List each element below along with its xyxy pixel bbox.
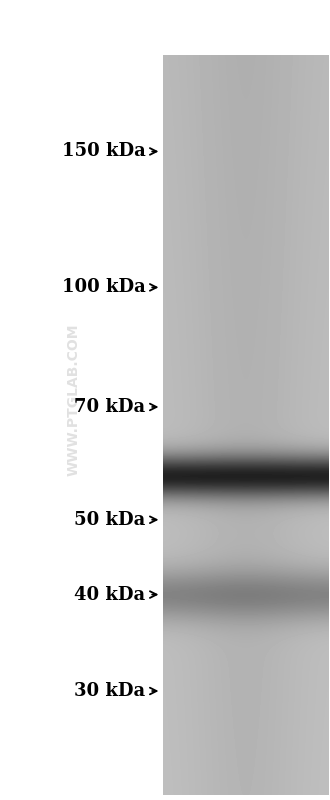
Text: 50 kDa: 50 kDa <box>74 510 145 529</box>
Text: 40 kDa: 40 kDa <box>74 586 145 603</box>
Text: WWW.PTGLAB.COM: WWW.PTGLAB.COM <box>67 324 81 476</box>
Text: 70 kDa: 70 kDa <box>74 398 145 416</box>
Text: 30 kDa: 30 kDa <box>74 682 145 700</box>
Text: 100 kDa: 100 kDa <box>62 278 145 296</box>
Text: 150 kDa: 150 kDa <box>62 142 145 161</box>
